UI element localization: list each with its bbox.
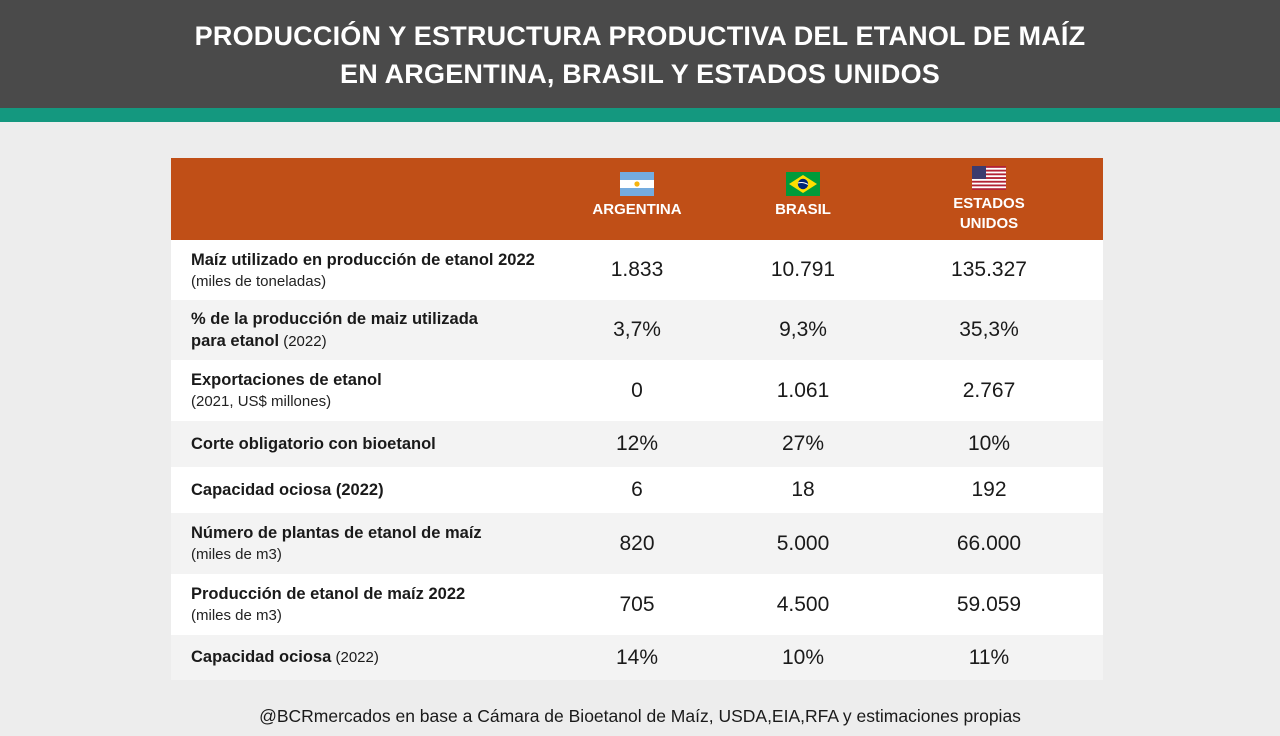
row-label-sub: (2021, US$ millones): [191, 393, 332, 410]
table-row: % de la producción de maiz utilizada par…: [171, 300, 1103, 360]
argentina-flag-icon: [620, 172, 654, 196]
page-title-line-2: EN ARGENTINA, BRASIL Y ESTADOS UNIDOS: [340, 59, 940, 89]
source-note: @BCRmercados en base a Cámara de Bioetan…: [259, 706, 1021, 726]
table-row: Corte obligatorio con bioetanol 12% 27% …: [171, 421, 1103, 467]
column-header-usa: ESTADOS UNIDOS: [896, 158, 1082, 240]
cell-argentina: 1.833: [610, 258, 664, 281]
cell-brasil: 27%: [781, 432, 825, 455]
cell-usa: 35,3%: [959, 318, 1019, 341]
row-label-year: (2022): [331, 649, 379, 666]
comparison-table: ARGENTINA BRASIL ESTADO: [171, 158, 1103, 680]
accent-bar: [0, 108, 1280, 122]
cell-brasil: 18: [791, 478, 815, 501]
row-label-main: Corte obligatorio con bioetanol: [191, 435, 436, 453]
column-header-argentina: ARGENTINA: [564, 158, 710, 240]
cell-usa: 10%: [967, 432, 1011, 455]
cell-brasil: 1.061: [776, 378, 830, 402]
brazil-flag-icon: [786, 172, 820, 196]
row-label-sub: (miles de toneladas): [191, 272, 327, 290]
table-row: Maíz utilizado en producción de etanol 2…: [171, 240, 1103, 300]
cell-argentina: 705: [619, 592, 655, 616]
table-header-spacer: [171, 158, 564, 240]
cell-brasil: 4.500: [776, 592, 830, 616]
row-label-sub: (miles de m3): [191, 607, 282, 624]
cell-usa: 192: [971, 478, 1007, 501]
row-label-main: Número de plantas de etanol de maíz: [191, 524, 482, 542]
cell-argentina: 3,7%: [613, 318, 661, 341]
row-label-main: Exportaciones de etanol: [191, 371, 382, 389]
cell-argentina: 6: [631, 478, 643, 501]
row-label-main: % de la producción de maiz utilizada: [191, 309, 478, 328]
row-label-text: Capacidad ociosa: [191, 648, 332, 666]
row-label-main: Producción de etanol de maíz 2022: [191, 585, 466, 603]
row-label-main: Capacidad ociosa (2022): [191, 481, 384, 499]
table-row: Producción de etanol de maíz 2022 (miles…: [171, 574, 1103, 635]
cell-usa: 2.767: [962, 378, 1016, 402]
row-label: Maíz utilizado en producción de etanol 2…: [171, 249, 564, 292]
row-label: Producción de etanol de maíz 2022 (miles…: [171, 583, 564, 626]
row-label-main: Capacidad ociosa (2022): [191, 646, 564, 669]
cell-brasil: 10%: [781, 645, 825, 669]
row-label-sub: (miles de m3): [191, 546, 282, 563]
row-label-main-2: para etanol (2022): [191, 330, 564, 353]
cell-usa: 59.059: [956, 592, 1022, 616]
row-label: Capacidad ociosa (2022): [171, 479, 564, 501]
row-label: Corte obligatorio con bioetanol: [171, 433, 564, 455]
header-banner: PRODUCCIÓN Y ESTRUCTURA PRODUCTIVA DEL E…: [0, 0, 1280, 108]
column-label-argentina: ARGENTINA: [592, 201, 682, 218]
column-label-brasil: BRASIL: [775, 201, 831, 218]
cell-argentina: 12%: [615, 432, 659, 455]
table-row: Capacidad ociosa (2022) 14% 10% 11%: [171, 635, 1103, 680]
row-label: Exportaciones de etanol (2021, US$ millo…: [171, 369, 564, 412]
table-row: Exportaciones de etanol (2021, US$ millo…: [171, 360, 1103, 421]
cell-argentina: 0: [631, 378, 643, 402]
cell-usa: 11%: [968, 645, 1010, 669]
column-header-brasil: BRASIL: [710, 158, 896, 240]
column-label-usa-line-1: ESTADOS: [953, 195, 1025, 212]
cell-brasil: 10.791: [770, 258, 836, 281]
table-row: Capacidad ociosa (2022) 6 18 192: [171, 467, 1103, 513]
row-label: % de la producción de maiz utilizada par…: [171, 308, 564, 353]
row-label-year: (2022): [279, 332, 327, 350]
cell-argentina: 820: [619, 531, 655, 555]
usa-flag-icon: [972, 166, 1006, 190]
column-label-usa-line-2: UNIDOS: [959, 215, 1019, 232]
row-label-main: Maíz utilizado en producción de etanol 2…: [191, 250, 535, 269]
row-label: Capacidad ociosa (2022): [171, 646, 564, 669]
row-label: Número de plantas de etanol de maíz (mil…: [171, 522, 564, 565]
page-title-line-1: PRODUCCIÓN Y ESTRUCTURA PRODUCTIVA DEL E…: [194, 21, 1086, 51]
row-label-line-2: para etanol: [191, 331, 280, 350]
cell-brasil: 5.000: [776, 531, 830, 555]
table-row: Número de plantas de etanol de maíz (mil…: [171, 513, 1103, 574]
cell-brasil: 9,3%: [779, 318, 827, 341]
table-header: ARGENTINA BRASIL ESTADO: [171, 158, 1103, 240]
cell-argentina: 14%: [615, 645, 659, 669]
cell-usa: 66.000: [956, 531, 1022, 555]
cell-usa: 135.327: [951, 258, 1027, 281]
